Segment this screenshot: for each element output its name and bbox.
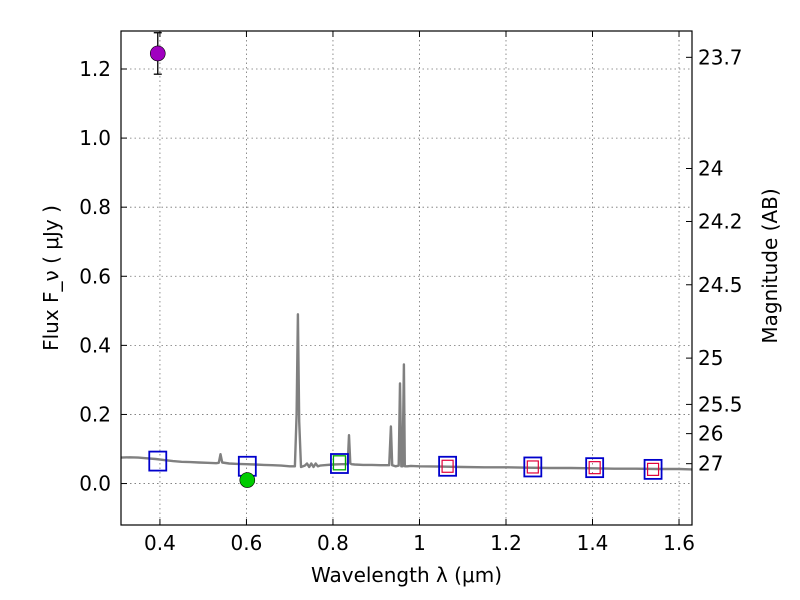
x-tick-label: 0.4 xyxy=(144,531,176,555)
grid-layer xyxy=(121,31,692,525)
y-tick-label: 0.0 xyxy=(79,472,111,496)
upper-limit-box xyxy=(441,459,454,473)
y-tick-label: 1.2 xyxy=(79,57,111,81)
magnitude-tick-label: 27 xyxy=(698,452,723,476)
y-tick-label: 1.0 xyxy=(79,126,111,150)
x-tick-label: 0.8 xyxy=(317,531,349,555)
model-photometry-box xyxy=(585,457,605,479)
y-tick-label: 0.2 xyxy=(79,402,111,426)
spectrum-layer xyxy=(121,313,692,471)
magnitude-tick-label: 26 xyxy=(698,422,723,446)
y-tick-label: 0.4 xyxy=(79,333,111,357)
y-axis-label: Flux F_ν ( μJy ) xyxy=(39,205,63,351)
x-axis-label: Wavelength λ (μm) xyxy=(311,563,502,587)
model-spectrum-line xyxy=(121,313,692,471)
upper-limit-box xyxy=(588,461,601,475)
x-tick-label: 1 xyxy=(413,531,426,555)
magnitude-tick-label: 24.5 xyxy=(698,273,743,297)
model-photometry-box xyxy=(330,453,349,474)
y2-axis-label: Magnitude (AB) xyxy=(758,188,782,343)
y-tick-label: 0.6 xyxy=(79,264,111,288)
model-photometry-box xyxy=(643,458,663,480)
detection-point xyxy=(149,45,166,62)
magnitude-tick-label: 24.2 xyxy=(698,209,743,233)
magnitude-tick-label: 24 xyxy=(698,156,723,180)
x-tick-label: 1.4 xyxy=(577,531,609,555)
model-photometry-box xyxy=(523,456,543,478)
marker-layer xyxy=(148,32,663,488)
x-tick-label: 0.6 xyxy=(231,531,263,555)
tick-layer: 0.4 0.6 0.8 1 1.2 1.4 1.6 0.0 0.2 0.4 0.6 0.8 1.0 1.2… xyxy=(79,31,743,555)
upper-limit-box xyxy=(526,460,539,474)
magnitude-tick-label: 25 xyxy=(698,346,723,370)
model-photometry-box xyxy=(438,455,457,477)
detection-point xyxy=(239,472,256,488)
y-tick-label: 0.8 xyxy=(79,195,111,219)
x-tick-label: 1.2 xyxy=(490,531,522,555)
magnitude-tick-label: 25.5 xyxy=(698,392,743,416)
magnitude-tick-label: 23.7 xyxy=(698,45,743,69)
green-limit-box xyxy=(332,455,347,471)
plot-frame xyxy=(120,30,693,526)
x-tick-label: 1.6 xyxy=(663,531,695,555)
upper-limit-box xyxy=(646,462,660,476)
model-photometry-box xyxy=(148,450,168,472)
